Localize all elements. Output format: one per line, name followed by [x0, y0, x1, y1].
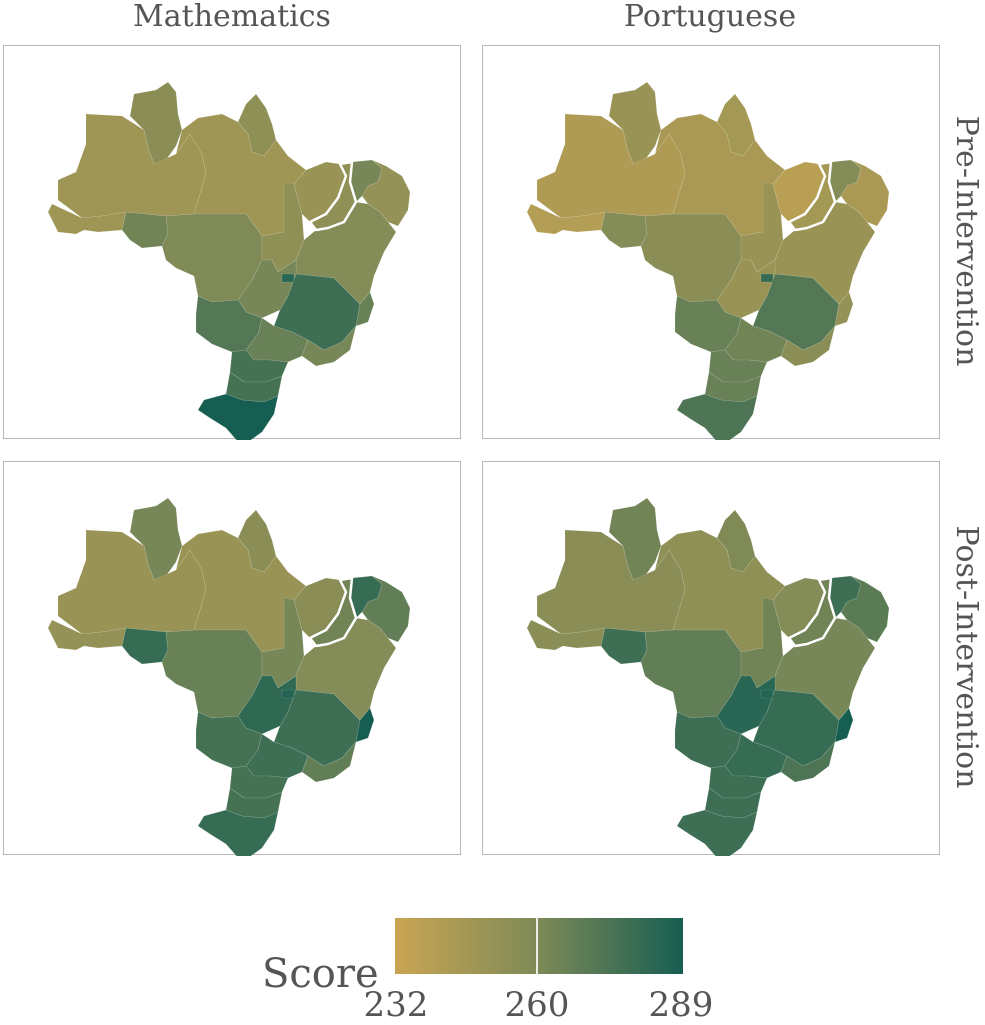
highlighted-region-outline — [787, 160, 837, 232]
region-espirito-santo — [834, 707, 854, 743]
row-title-pre-intervention: Pre-Intervention — [949, 115, 984, 367]
region-distrito-federal — [760, 689, 774, 699]
column-title-mathematics: Mathematics — [133, 0, 331, 34]
column-title-portuguese: Portuguese — [623, 0, 797, 34]
region-acre — [526, 203, 606, 235]
brazil-map-math-pre — [47, 81, 411, 440]
region-rio-de-janeiro — [301, 325, 357, 367]
map-panel-math-post — [3, 461, 461, 856]
legend-gradient-bar — [395, 918, 683, 974]
row-title-post-intervention: Post-Intervention — [949, 525, 984, 789]
region-rio-grande-do-sul — [676, 809, 758, 856]
legend-tick-label-min: 232 — [363, 985, 429, 1025]
region-acre — [526, 619, 606, 651]
region-rondonia — [121, 211, 169, 249]
legend-tick-label-max: 289 — [648, 985, 714, 1025]
region-rondonia — [121, 627, 169, 665]
region-rondonia — [600, 211, 648, 249]
highlighted-region-outline — [308, 160, 358, 232]
highlighted-region-outline — [787, 576, 837, 648]
region-rio-grande-do-sul — [197, 809, 279, 856]
legend-tick-label-mid: 260 — [504, 985, 570, 1025]
region-rio-grande-do-sul — [676, 393, 758, 440]
map-panel-portuguese-post — [482, 461, 940, 856]
highlighted-region-outline — [308, 576, 358, 648]
region-acre — [47, 203, 127, 235]
map-panel-math-pre — [3, 45, 461, 440]
region-rio-de-janeiro — [780, 741, 836, 783]
brazil-map-portuguese-pre — [526, 81, 890, 440]
legend-tick-mark-mid — [536, 918, 538, 974]
region-distrito-federal — [760, 273, 774, 283]
region-espirito-santo — [834, 291, 854, 327]
legend-title: Score — [262, 951, 379, 997]
region-rio-grande-do-sul — [197, 393, 279, 440]
region-distrito-federal — [281, 273, 295, 283]
region-espirito-santo — [355, 707, 375, 743]
brazil-map-math-post — [47, 497, 411, 856]
region-rio-de-janeiro — [780, 325, 836, 367]
region-rio-de-janeiro — [301, 741, 357, 783]
brazil-map-portuguese-post — [526, 497, 890, 856]
region-distrito-federal — [281, 689, 295, 699]
region-espirito-santo — [355, 291, 375, 327]
region-acre — [47, 619, 127, 651]
map-panel-portuguese-pre — [482, 45, 940, 440]
region-rondonia — [600, 627, 648, 665]
